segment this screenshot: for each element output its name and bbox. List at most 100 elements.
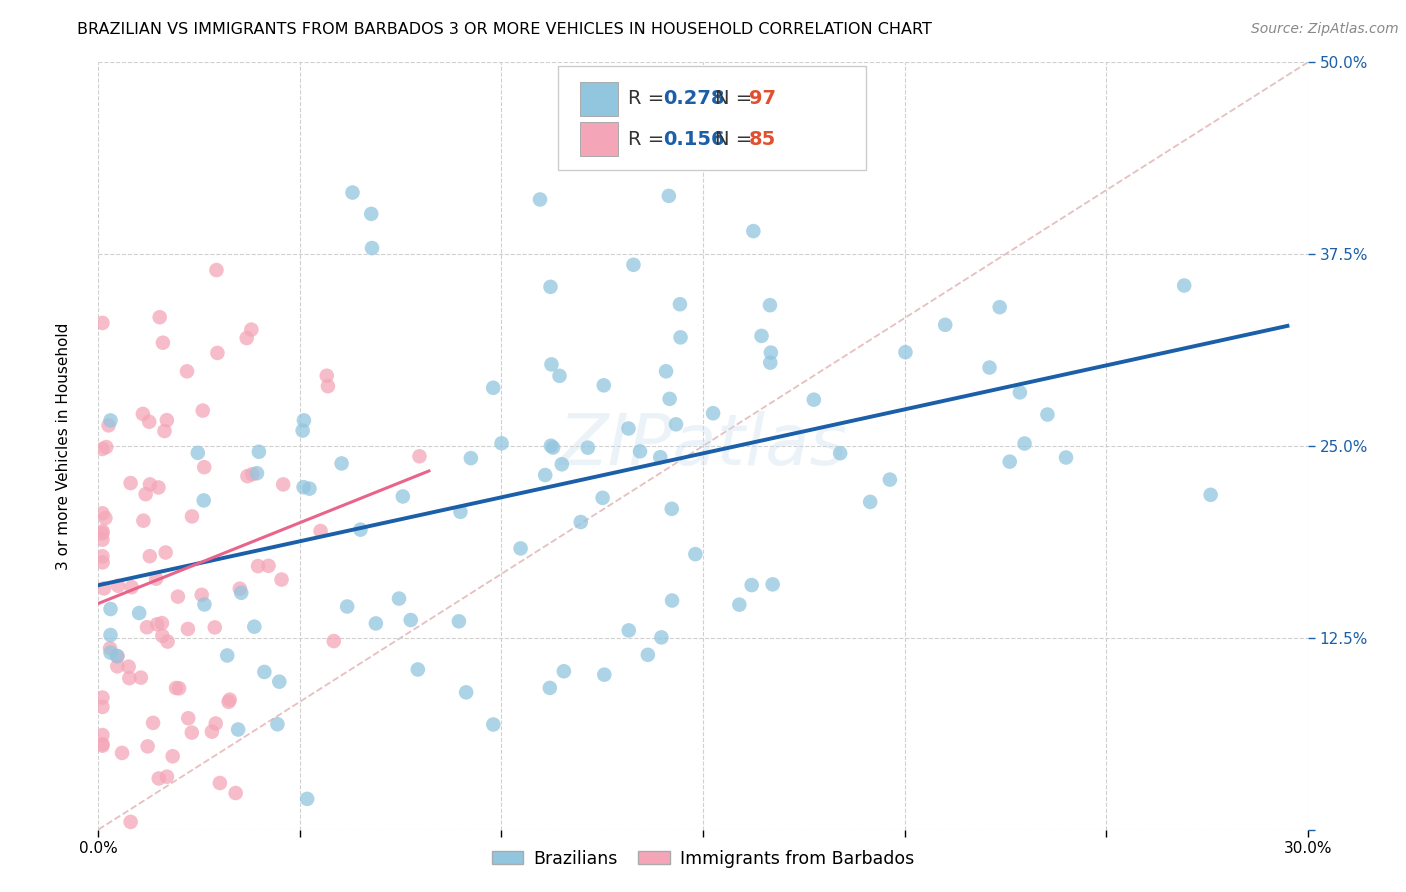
Point xyxy=(247,444,270,458)
Point xyxy=(998,455,1021,469)
Point xyxy=(132,514,155,528)
Point xyxy=(231,586,253,600)
Point xyxy=(540,358,562,372)
Point xyxy=(240,322,263,336)
Point xyxy=(1054,450,1077,465)
Point xyxy=(803,392,825,407)
Point xyxy=(105,648,128,663)
Point xyxy=(291,424,314,438)
Point xyxy=(361,241,384,255)
Point xyxy=(218,692,240,706)
Point xyxy=(658,189,681,203)
Point xyxy=(180,725,202,739)
Point xyxy=(1008,385,1031,400)
Point xyxy=(741,578,763,592)
Point xyxy=(204,716,226,731)
Point xyxy=(156,634,179,648)
Point xyxy=(142,715,165,730)
Point xyxy=(96,440,118,454)
Point xyxy=(129,671,152,685)
Point xyxy=(91,549,114,564)
Point xyxy=(235,331,257,345)
Point xyxy=(226,723,249,737)
Point xyxy=(751,329,773,343)
Point xyxy=(205,263,228,277)
Point xyxy=(592,378,614,392)
Point xyxy=(360,207,382,221)
Point xyxy=(592,491,614,505)
Point xyxy=(364,616,387,631)
Point xyxy=(661,501,683,516)
Point xyxy=(894,345,917,359)
Point xyxy=(540,280,562,294)
Text: 97: 97 xyxy=(749,89,776,108)
Point xyxy=(322,634,344,648)
Point xyxy=(617,421,640,435)
Point xyxy=(156,413,179,427)
Text: 0.278: 0.278 xyxy=(664,89,724,108)
Point xyxy=(762,577,785,591)
Point xyxy=(266,717,288,731)
Text: R =: R = xyxy=(628,89,671,108)
Point xyxy=(456,685,478,699)
Point xyxy=(181,509,204,524)
Point xyxy=(91,316,114,330)
Point xyxy=(91,728,114,742)
Point xyxy=(111,746,134,760)
Point xyxy=(271,477,294,491)
Point xyxy=(91,739,114,753)
Text: 85: 85 xyxy=(749,129,776,149)
Point xyxy=(257,558,280,573)
Point xyxy=(728,598,751,612)
Point xyxy=(91,690,114,705)
Point xyxy=(91,506,114,520)
Point xyxy=(685,547,707,561)
Point xyxy=(669,297,692,311)
Point xyxy=(100,628,122,642)
Point xyxy=(538,681,561,695)
FancyBboxPatch shape xyxy=(579,81,619,116)
Point xyxy=(408,450,430,464)
Point xyxy=(879,473,901,487)
Point xyxy=(628,444,651,458)
Point xyxy=(551,457,574,471)
Point xyxy=(1036,408,1059,422)
Point xyxy=(167,681,190,696)
Point xyxy=(298,482,321,496)
Point xyxy=(207,346,229,360)
Point xyxy=(650,450,672,465)
Point xyxy=(97,418,120,433)
Point xyxy=(247,559,270,574)
Point xyxy=(988,300,1011,314)
Point xyxy=(292,413,315,427)
Point xyxy=(100,646,122,660)
Point xyxy=(105,659,128,673)
Point xyxy=(150,616,173,631)
Text: BRAZILIAN VS IMMIGRANTS FROM BARBADOS 3 OR MORE VEHICLES IN HOUSEHOLD CORRELATIO: BRAZILIAN VS IMMIGRANTS FROM BARBADOS 3 … xyxy=(77,22,932,37)
Point xyxy=(120,476,142,491)
Point xyxy=(120,814,142,829)
Point xyxy=(91,524,114,538)
Point xyxy=(336,599,359,614)
Point xyxy=(269,674,291,689)
Point xyxy=(121,580,143,594)
Point xyxy=(482,717,505,731)
Point xyxy=(150,629,173,643)
Point xyxy=(167,590,190,604)
Point xyxy=(295,792,318,806)
Point xyxy=(165,681,187,695)
Point xyxy=(934,318,956,332)
Point xyxy=(617,624,640,638)
Point xyxy=(1173,278,1195,293)
Point xyxy=(553,665,575,679)
Point xyxy=(759,345,782,359)
Point xyxy=(132,407,155,421)
Legend: Brazilians, Immigrants from Barbados: Brazilians, Immigrants from Barbados xyxy=(485,843,921,874)
Point xyxy=(491,436,513,450)
Point xyxy=(534,468,557,483)
Point xyxy=(162,749,184,764)
Point xyxy=(193,460,215,475)
Point xyxy=(759,356,782,370)
Point xyxy=(316,379,339,393)
Point xyxy=(176,364,198,378)
